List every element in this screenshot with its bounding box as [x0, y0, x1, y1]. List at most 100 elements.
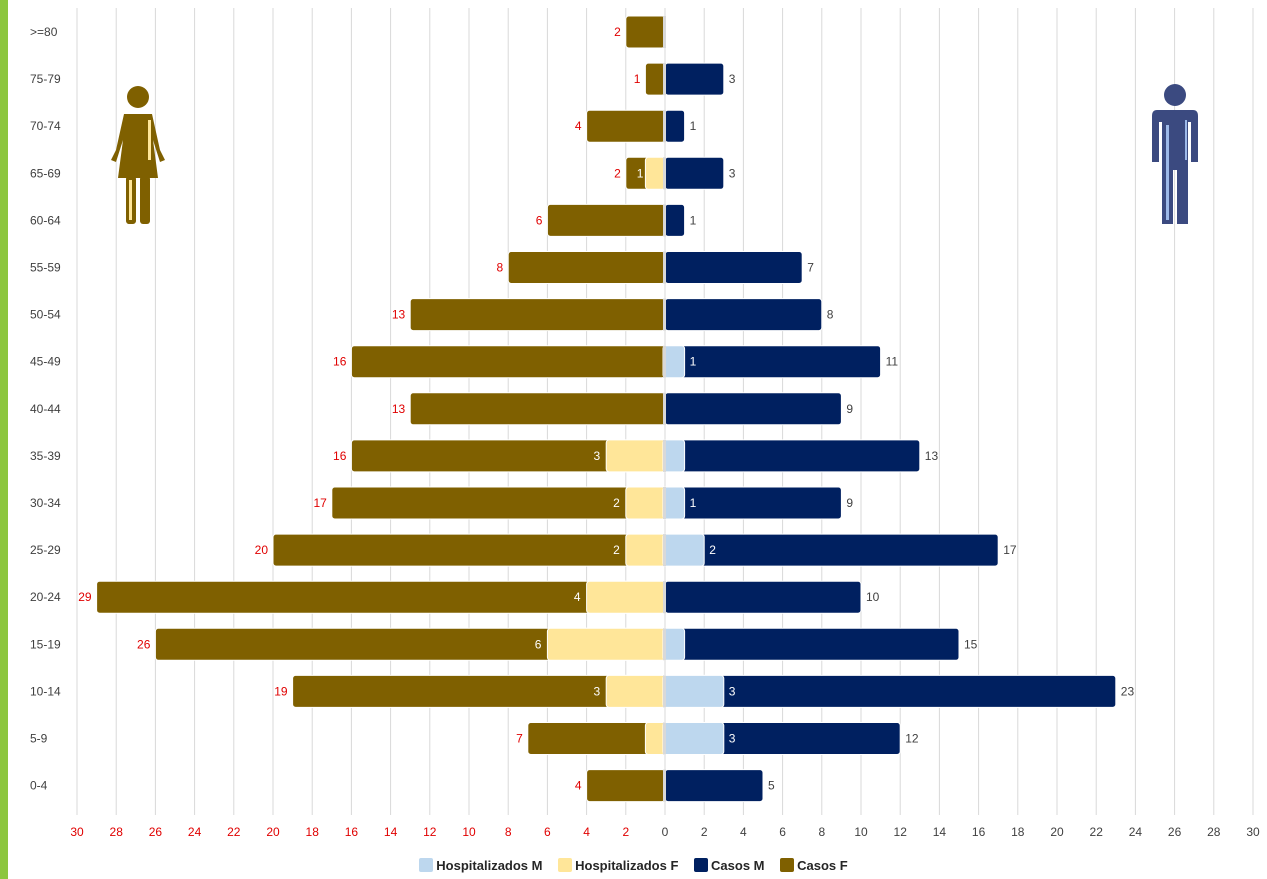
bar-casos-m	[664, 439, 921, 473]
bar-center-divider	[663, 16, 666, 48]
x-tick-label: 2	[701, 825, 708, 839]
data-label-casos-f: 8	[497, 261, 504, 275]
bar-casos-m	[664, 627, 960, 661]
bar-casos-f	[409, 298, 666, 332]
x-tick-label: 2	[622, 825, 629, 839]
data-label-hospitalizados-f: 3	[594, 684, 601, 698]
category-label: 20-24	[30, 590, 61, 604]
x-tick-label: 26	[1168, 825, 1182, 839]
legend-item-casos-m: Casos M	[694, 858, 765, 873]
x-tick-label: 28	[1207, 825, 1221, 839]
category-label: 55-59	[30, 261, 61, 275]
bar-center-divider	[663, 769, 666, 802]
data-label-casos-f: 16	[333, 355, 347, 369]
bar-center-divider	[663, 487, 666, 519]
legend-label: Hospitalizados F	[575, 858, 679, 874]
data-label-casos-m: 5	[768, 779, 775, 793]
bar-casos-m	[664, 109, 686, 143]
category-label: 50-54	[30, 308, 61, 322]
bar-casos-f	[507, 251, 666, 284]
bar-casos-m	[664, 298, 823, 332]
bar-center-divider	[663, 345, 666, 378]
bar-casos-m	[664, 203, 686, 237]
bar-hospitalizados-f	[644, 722, 666, 755]
bar-hospitalizados-m	[662, 722, 725, 755]
x-tick-label: 10	[854, 825, 868, 839]
data-label-casos-f: 6	[536, 213, 543, 227]
bar-center-divider	[663, 63, 666, 96]
x-tick-label: 16	[345, 825, 359, 839]
x-tick-label: 10	[462, 825, 476, 839]
category-label: 5-9	[30, 732, 48, 746]
data-label-casos-m: 12	[905, 732, 919, 746]
data-label-hospitalizados-f: 2	[613, 496, 620, 510]
bars	[96, 15, 1117, 803]
category-label: 65-69	[30, 166, 61, 180]
category-label: 45-49	[30, 355, 61, 369]
data-label-hospitalizados-f: 6	[535, 637, 542, 651]
x-tick-label: 26	[149, 825, 163, 839]
x-tick-label: 8	[505, 825, 512, 839]
data-label-casos-f: 16	[333, 449, 347, 463]
female-figure-icon	[111, 86, 165, 224]
bar-center-divider	[663, 251, 666, 284]
data-label-casos-m: 1	[690, 119, 697, 133]
bar-hospitalizados-m	[662, 486, 686, 520]
bar-center-divider	[663, 204, 666, 237]
data-label-hospitalizados-f: 1	[637, 166, 644, 180]
data-label-casos-m: 9	[846, 496, 853, 510]
data-label-casos-f: 4	[575, 119, 582, 133]
bar-casos-m	[664, 392, 842, 426]
bar-center-divider	[663, 581, 666, 614]
category-label: 0-4	[30, 779, 48, 793]
bar-hospitalizados-m	[662, 439, 686, 473]
bar-center-divider	[663, 722, 666, 755]
x-tick-label: 30	[1246, 825, 1260, 839]
data-label-casos-m: 7	[807, 261, 814, 275]
legend-item-hospitalizados-m: Hospitalizados M	[419, 858, 542, 873]
data-label-hospitalizados-m: 1	[690, 355, 697, 369]
bar-center-divider	[663, 157, 666, 190]
data-label-casos-f: 13	[392, 308, 406, 322]
x-tick-labels: 30 28 26 24 22 20 18 16 14 12 10 8 6 4 2 0 2 4 6 8 10 12 14 16 1…	[70, 825, 1260, 839]
x-tick-label: 6	[544, 825, 551, 839]
bar-casos-m	[664, 156, 725, 190]
category-label: 30-34	[30, 496, 61, 510]
bar-hospitalizados-f	[546, 627, 666, 661]
bar-casos-f	[644, 62, 666, 96]
category-label: 35-39	[30, 449, 61, 463]
category-label: 60-64	[30, 213, 61, 227]
data-label-casos-f: 17	[313, 496, 327, 510]
bar-casos-m	[664, 769, 764, 803]
data-label-casos-m: 3	[729, 72, 736, 86]
x-tick-label: 18	[306, 825, 320, 839]
data-label-casos-m: 8	[827, 308, 834, 322]
bar-casos-f	[350, 345, 666, 379]
x-tick-label: 14	[933, 825, 947, 839]
bar-hospitalizados-m	[662, 533, 705, 567]
data-label-casos-m: 17	[1003, 543, 1017, 557]
bar-casos-f	[586, 769, 666, 803]
bar-center-divider	[663, 110, 666, 143]
x-tick-label: 16	[972, 825, 986, 839]
x-tick-label: 4	[583, 825, 590, 839]
bar-center-divider	[663, 439, 666, 472]
x-tick-label: 28	[110, 825, 124, 839]
data-label-hospitalizados-m: 3	[729, 684, 736, 698]
bar-hospitalizados-m	[662, 345, 686, 379]
data-label-casos-f: 2	[614, 166, 621, 180]
data-label-casos-m: 15	[964, 637, 978, 651]
bar-casos-f	[546, 203, 666, 237]
x-tick-label: 24	[1129, 825, 1143, 839]
data-label-casos-m: 13	[925, 449, 939, 463]
data-label-casos-f: 7	[516, 732, 523, 746]
bar-hospitalizados-f	[625, 533, 666, 567]
category-label: 75-79	[30, 72, 61, 86]
legend-label: Casos F	[797, 858, 848, 874]
data-label-casos-f: 29	[78, 590, 92, 604]
x-tick-label: 4	[740, 825, 747, 839]
bar-casos-f	[625, 15, 666, 49]
data-label-hospitalizados-m: 3	[729, 732, 736, 746]
data-label-casos-m: 23	[1121, 684, 1135, 698]
